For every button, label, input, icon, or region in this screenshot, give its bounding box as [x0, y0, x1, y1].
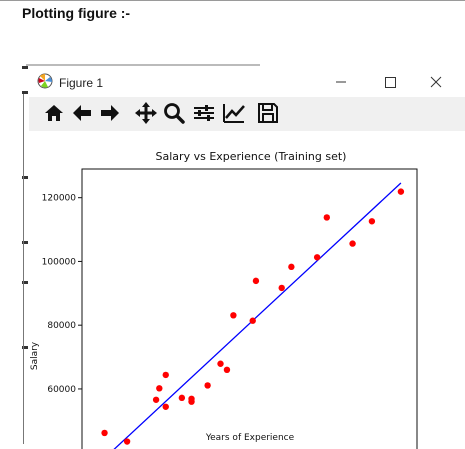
chart-canvas: Salary vs Experience (Training set) 4000… [30, 150, 418, 449]
y-tick-label: 80000 [47, 321, 76, 331]
back-arrow-icon [73, 105, 91, 121]
data-point [252, 277, 260, 285]
data-point [178, 394, 186, 402]
zoom-button[interactable] [161, 100, 187, 126]
regression-line [113, 182, 402, 449]
save-icon [258, 103, 278, 123]
y-tick-label: 100000 [42, 257, 77, 267]
data-point [278, 284, 285, 292]
data-point [323, 214, 331, 221]
maximize-button[interactable] [367, 67, 413, 97]
data-point [156, 385, 163, 392]
y-axis-label: Salary [30, 341, 40, 370]
data-point [152, 396, 160, 403]
data-point [162, 371, 169, 379]
window-title: Figure 1 [59, 76, 104, 90]
minimize-icon [336, 81, 346, 83]
data-point [313, 254, 321, 261]
customize-icon [223, 104, 245, 123]
figure-window: Figure 1 [29, 67, 465, 449]
pan-icon [135, 102, 157, 124]
top-divider [0, 0, 465, 1]
home-button[interactable] [41, 100, 67, 126]
background-window-edge [26, 64, 260, 66]
data-point [217, 360, 224, 367]
navigation-toolbar [29, 97, 465, 131]
data-point [162, 403, 169, 410]
home-icon [45, 105, 63, 121]
close-icon [430, 76, 442, 88]
data-point [249, 317, 256, 324]
data-point [368, 218, 376, 225]
data-point [188, 395, 195, 403]
save-button[interactable] [255, 100, 281, 126]
data-point [397, 188, 405, 195]
data-points [101, 188, 405, 445]
page-heading: Plotting figure :- [22, 5, 131, 21]
background-window-strip [22, 66, 30, 446]
matplotlib-icon [37, 73, 53, 89]
minimize-button[interactable] [317, 67, 363, 97]
maximize-icon [385, 77, 396, 88]
y-axis: 400006000080000100000120000 [42, 194, 82, 449]
forward-button[interactable] [97, 100, 123, 126]
data-point [101, 429, 108, 437]
data-point [288, 263, 295, 271]
subplots-icon [194, 105, 214, 121]
data-point [223, 366, 231, 374]
forward-arrow-icon [101, 105, 119, 121]
customize-button[interactable] [221, 100, 247, 126]
pan-button[interactable] [133, 100, 159, 126]
back-button[interactable] [69, 100, 95, 126]
data-point [230, 312, 237, 319]
close-button[interactable] [415, 67, 461, 97]
window-titlebar[interactable]: Figure 1 [29, 67, 465, 97]
zoom-icon [164, 103, 185, 124]
data-point [123, 438, 131, 445]
y-tick-label: 60000 [47, 385, 76, 395]
data-point [204, 382, 211, 389]
y-tick-label: 120000 [42, 194, 77, 204]
chart-title: Salary vs Experience (Training set) [156, 150, 347, 163]
plot-area [81, 168, 418, 449]
x-axis-label: Years of Experience [205, 433, 295, 443]
data-point [349, 240, 356, 247]
subplots-button[interactable] [191, 100, 217, 126]
